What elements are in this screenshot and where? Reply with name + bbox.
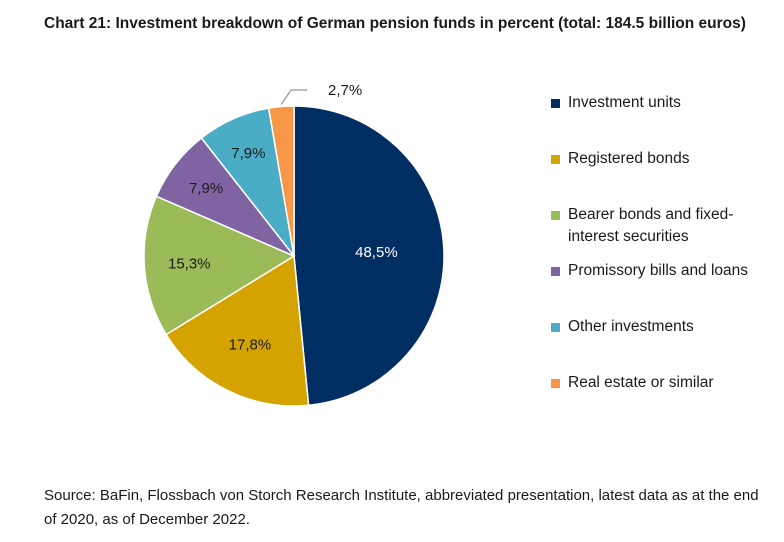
data-label-registered-bonds: 17,8% bbox=[229, 337, 272, 354]
legend-swatch bbox=[551, 155, 560, 164]
legend-label: Investment units bbox=[568, 94, 681, 111]
legend-label: Registered bonds bbox=[568, 150, 690, 167]
data-label-bearer-bonds: 15,3% bbox=[168, 255, 211, 272]
legend-label: Bearer bonds and fixed-interest securiti… bbox=[568, 206, 734, 245]
legend-label: Real estate or similar bbox=[568, 374, 714, 391]
pie-slice-bearer-bonds bbox=[143, 195, 296, 336]
legend-item-bearer-bonds: Bearer bonds and fixed-interest securiti… bbox=[551, 204, 771, 248]
legend-item-promissory-bills: Promissory bills and loans bbox=[551, 260, 771, 282]
legend-item-registered-bonds: Registered bonds bbox=[551, 148, 771, 170]
pie-slice-investment-units bbox=[293, 105, 445, 407]
legend-swatch bbox=[551, 211, 560, 220]
legend-swatch bbox=[551, 323, 560, 332]
data-label-other-investments: 7,9% bbox=[231, 145, 265, 162]
legend-item-real-estate: Real estate or similar bbox=[551, 372, 771, 394]
legend-item-other-investments: Other investments bbox=[551, 316, 771, 338]
data-label-investment-units: 48,5% bbox=[355, 244, 398, 261]
chart-title: Chart 21: Investment breakdown of German… bbox=[44, 15, 746, 32]
pie-slice-real-estate bbox=[267, 105, 295, 257]
legend-swatch bbox=[551, 99, 560, 108]
source-note: Source: BaFin, Flossbach von Storch Rese… bbox=[44, 487, 759, 528]
data-label-real-estate: 2,7% bbox=[328, 82, 362, 99]
legend-label: Other investments bbox=[568, 318, 694, 335]
legend-label: Promissory bills and loans bbox=[568, 262, 749, 279]
legend-swatch bbox=[551, 379, 560, 388]
legend-swatch bbox=[551, 267, 560, 276]
leader-line bbox=[280, 89, 308, 105]
legend-item-investment-units: Investment units bbox=[551, 92, 771, 114]
data-label-promissory-bills: 7,9% bbox=[189, 180, 223, 197]
pie-slice-registered-bonds bbox=[165, 254, 310, 407]
